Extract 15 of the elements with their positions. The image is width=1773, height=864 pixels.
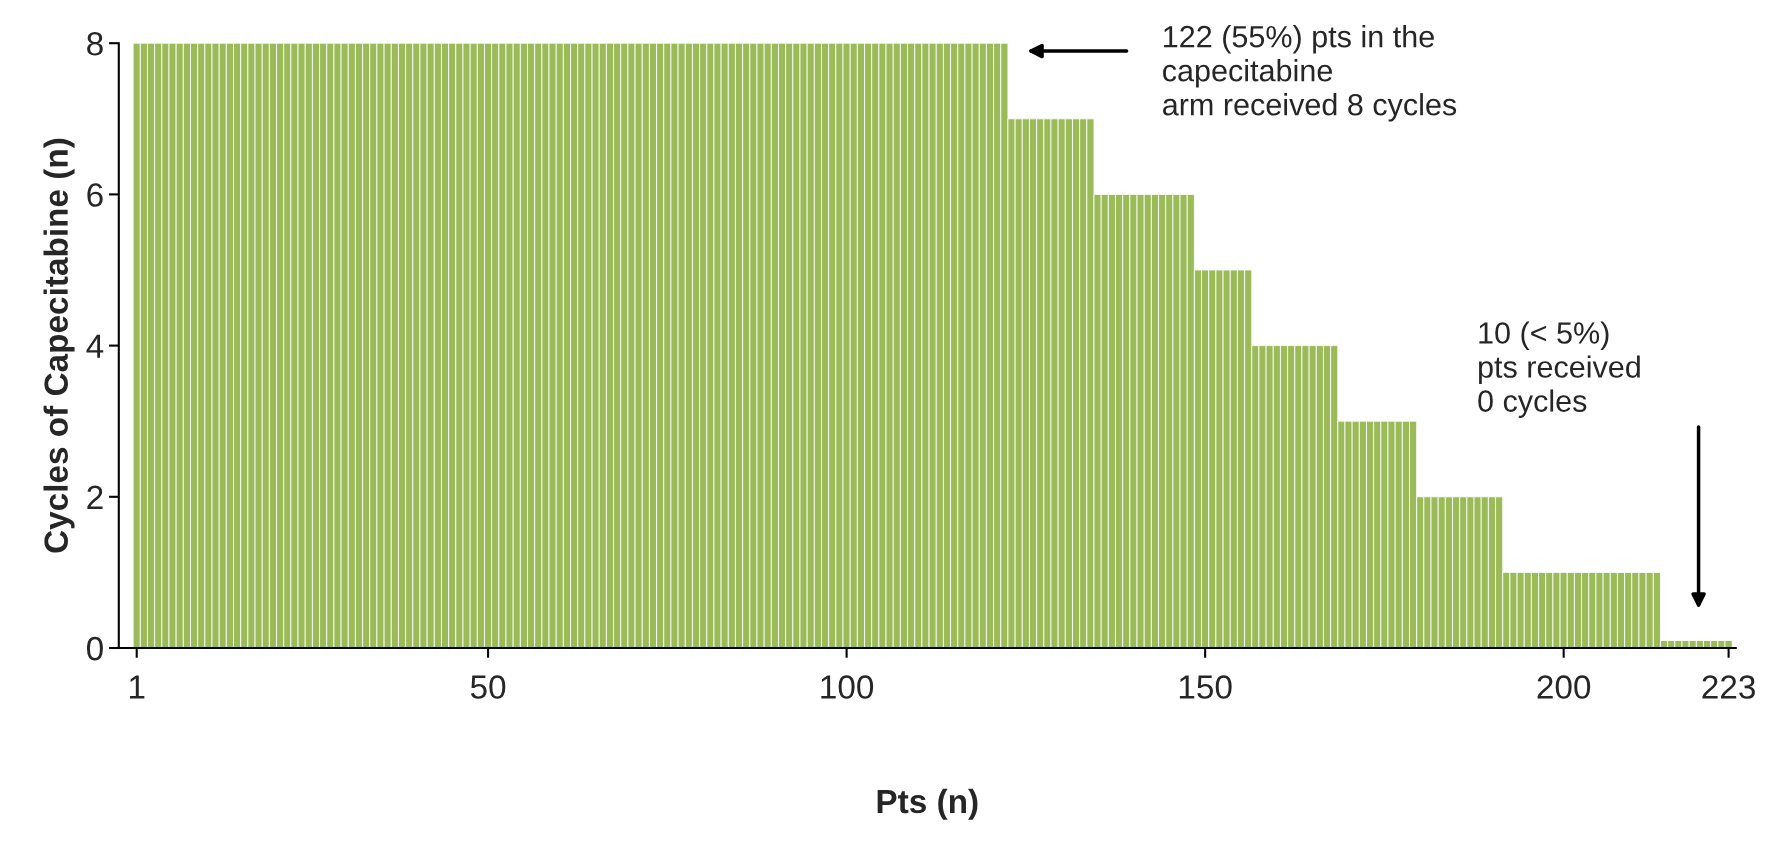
y-tick-label: 2 — [87, 485, 103, 509]
y-tick-label: 8 — [87, 32, 103, 56]
x-axis-title: Pts (n) — [877, 788, 978, 820]
x-tick-label: 1 — [129, 675, 145, 699]
x-tick-label: 100 — [821, 675, 874, 699]
annotation: 122 (55%) pts in the capecitabine arm received 8 cycles — [1163, 25, 1457, 122]
x-tick-label: 50 — [470, 675, 506, 699]
y-tick-label: 4 — [86, 334, 104, 358]
y-tick-label: 0 — [86, 636, 103, 661]
x-tick-label: 150 — [1179, 675, 1232, 699]
y-tick-label: 6 — [87, 183, 103, 207]
y-axis-title: Cycles of Capecitabine (n) — [43, 138, 75, 553]
x-tick-label: 223 — [1702, 675, 1755, 699]
annotation: 10 (< 5%) pts received 0 cycles — [1478, 321, 1640, 418]
x-tick-label: 200 — [1537, 675, 1591, 699]
